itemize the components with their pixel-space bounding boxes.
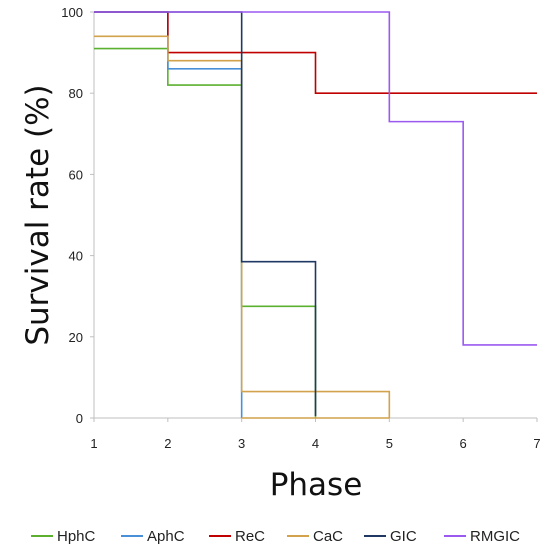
legend-label-cac: CaC bbox=[313, 528, 343, 545]
legend-label-gic: GIC bbox=[390, 528, 417, 545]
series-line-rmgic bbox=[94, 11, 537, 346]
legend-label-rmgic: RMGIC bbox=[470, 528, 520, 545]
x-tick-label: 2 bbox=[164, 436, 171, 451]
chart-ticks: 0 20 40 60 80 100 1 2 3 4 5 6 7 bbox=[61, 5, 540, 451]
legend: HphC AphC ReC CaC GIC RMGIC bbox=[31, 528, 520, 545]
series-line-hphc bbox=[94, 47, 317, 418]
y-tick-label: 20 bbox=[69, 330, 83, 345]
x-tick-label: 1 bbox=[90, 436, 97, 451]
x-tick-label: 3 bbox=[238, 436, 245, 451]
chart-series-lines bbox=[94, 11, 537, 419]
x-tick-label: 4 bbox=[312, 436, 319, 451]
y-tick-label: 0 bbox=[76, 411, 83, 426]
y-axis-title: Survival rate (%) bbox=[20, 84, 56, 345]
x-tick-label: 6 bbox=[460, 436, 467, 451]
legend-label-hphc: HphC bbox=[57, 528, 96, 545]
x-tick-label: 5 bbox=[386, 436, 393, 451]
legend-label-aphc: AphC bbox=[147, 528, 185, 545]
series-line-rec bbox=[94, 11, 537, 94]
y-tick-label: 40 bbox=[69, 249, 83, 264]
legend-label-rec: ReC bbox=[235, 528, 265, 545]
y-tick-label: 60 bbox=[69, 167, 83, 182]
y-tick-label: 80 bbox=[69, 86, 83, 101]
series-line-gic bbox=[94, 11, 317, 416]
y-tick-label: 100 bbox=[61, 5, 83, 20]
x-tick-label: 7 bbox=[533, 436, 540, 451]
x-axis-title: Phase bbox=[270, 467, 363, 503]
